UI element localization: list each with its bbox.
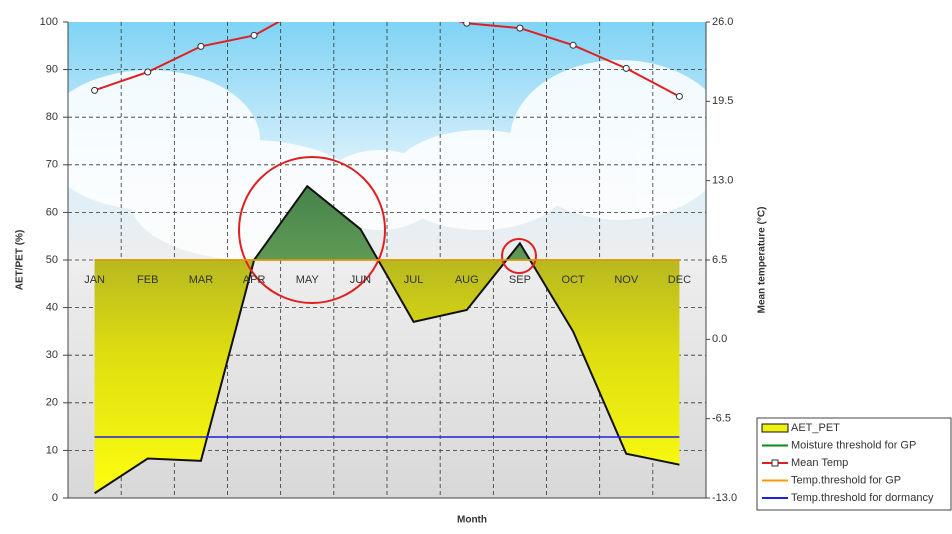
y2-tick-label: 0.0 (712, 333, 727, 345)
y2-tick-label: 26.0 (712, 16, 733, 28)
legend-label: Temp.threshold for GP (791, 474, 901, 486)
marker (570, 42, 576, 48)
legend-label: Moisture threshold for GP (791, 439, 916, 451)
y-tick-label: 10 (46, 444, 58, 456)
y-tick-label: 70 (46, 159, 58, 171)
y-tick-label: 20 (46, 397, 58, 409)
y-tick-label: 50 (46, 254, 58, 266)
x-tick-label: JAN (84, 274, 105, 286)
x-tick-label: APR (243, 274, 266, 286)
marker (304, 3, 310, 9)
y2-axis-title: Mean temperature (°C) (757, 207, 768, 314)
legend-swatch (762, 424, 788, 432)
marker (676, 93, 682, 99)
y-tick-label: 30 (46, 349, 58, 361)
x-tick-label: JUN (350, 274, 371, 286)
x-tick-label: SEP (509, 274, 531, 286)
marker (92, 87, 98, 93)
page: {"chart_data":{"type":"area","categories… (0, 0, 952, 534)
marker (623, 65, 629, 71)
y-tick-label: 80 (46, 111, 58, 123)
legend-label: AET_PET (791, 422, 840, 434)
marker (251, 32, 257, 38)
y-tick-label: 100 (40, 16, 58, 28)
y-tick-label: 90 (46, 64, 58, 76)
y2-tick-label: 6.5 (712, 254, 727, 266)
marker (198, 43, 204, 49)
x-tick-label: MAY (296, 274, 320, 286)
x-tick-label: FEB (137, 274, 158, 286)
marker (357, 0, 363, 3)
marker (145, 69, 151, 75)
x-axis-title: Month (457, 515, 487, 526)
y-tick-label: 60 (46, 206, 58, 218)
y2-tick-label: 19.5 (712, 95, 733, 107)
x-tick-label: JUL (404, 274, 424, 286)
x-tick-label: DEC (668, 274, 691, 286)
y2-tick-label: -13.0 (712, 492, 737, 504)
legend-marker (772, 460, 778, 466)
x-tick-label: MAR (189, 274, 214, 286)
y2-tick-label: 13.0 (712, 175, 733, 187)
marker (464, 20, 470, 26)
y-tick-label: 0 (52, 492, 58, 504)
x-tick-label: AUG (455, 274, 479, 286)
x-tick-label: OCT (561, 274, 585, 286)
y2-tick-label: -6.5 (712, 413, 731, 425)
legend-label: Temp.threshold for dormancy (791, 492, 934, 504)
x-tick-label: NOV (614, 274, 639, 286)
y-tick-label: 40 (46, 302, 58, 314)
chart: Month AET/PET (%) Mean temperature (°C) … (0, 0, 952, 529)
y-axis-title: AET/PET (%) (15, 230, 26, 291)
legend-label: Mean Temp (791, 457, 848, 469)
marker (411, 7, 417, 13)
marker (517, 25, 523, 31)
